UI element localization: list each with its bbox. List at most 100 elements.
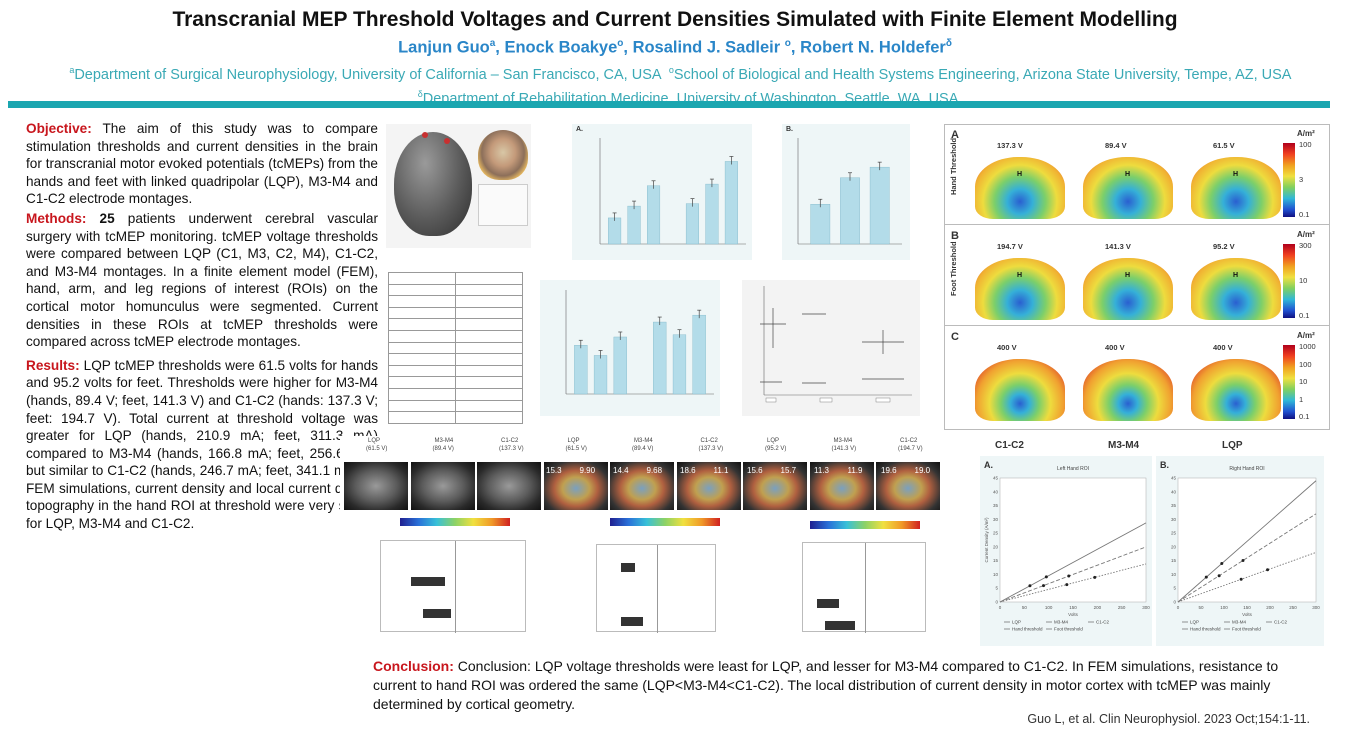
column-label: C1-C2 <box>995 440 1024 451</box>
table-cell <box>388 353 456 366</box>
voltage-label: 400 V <box>997 343 1017 352</box>
unit-label: A/m² <box>1297 129 1315 138</box>
fem-brain-map <box>1083 359 1173 421</box>
roi-marker: H <box>1233 171 1239 178</box>
conclusion-text: Conclusion: LQP voltage thresholds were … <box>373 658 1279 712</box>
table-cell <box>455 364 523 378</box>
mri-slice <box>876 462 940 510</box>
montage-name: LQP <box>368 438 381 444</box>
hand-threshold-point <box>1239 577 1243 581</box>
left-column: Objective: The aim of this study was to … <box>26 120 378 535</box>
scatter-label-box <box>819 397 833 403</box>
bar <box>593 355 608 395</box>
voltage-label: 95.2 V <box>1213 242 1235 251</box>
methods-text: patients underwent cerebral vascular sur… <box>26 210 378 350</box>
roi-bar-panel <box>596 544 716 633</box>
author-name: Enock Boakye <box>504 38 618 57</box>
row-label: Foot Threshold <box>949 241 958 296</box>
montage-voltage: (137.3 V) <box>499 446 524 452</box>
table-row <box>388 272 523 285</box>
roi-bar <box>621 617 643 626</box>
table-row <box>388 341 523 355</box>
table-cell <box>455 411 523 424</box>
y-tick-label: 40 <box>993 489 999 494</box>
hand-threshold-point <box>1065 583 1069 587</box>
x-tick-label: 0 <box>1177 605 1180 610</box>
mri-slice <box>477 462 541 510</box>
chart-title: Left Hand ROI <box>1057 466 1089 472</box>
mri-slice <box>610 462 674 510</box>
y-tick-label: 25 <box>993 531 999 536</box>
color-scale-bar <box>610 518 720 526</box>
table-cell <box>455 376 523 389</box>
bar <box>692 314 706 395</box>
series-line-c1-c2 <box>1177 551 1317 603</box>
mri-slice <box>543 462 608 510</box>
x-tick-label: 100 <box>1045 605 1053 610</box>
montage-voltage: (61.5 V) <box>565 446 587 452</box>
tissue-legend <box>478 184 528 226</box>
affil-mark: δ <box>417 88 423 99</box>
author-list: Lanjun Guoa, Enock Boakyeo, Rosalind J. … <box>398 38 952 57</box>
voltage-label: 141.3 V <box>1105 242 1131 251</box>
table-cell <box>455 295 523 308</box>
voltage-label: 137.3 V <box>997 141 1023 150</box>
series-line-lqp <box>1177 480 1317 603</box>
panel-letter: A. <box>576 126 583 133</box>
voltage-label: 89.4 V <box>1105 141 1127 150</box>
fem-brain-map <box>1191 359 1281 421</box>
left-hand-roi-chart: A. Left Hand ROI 0 5 10 15 20 25 30 35 40 45 0 50 100 1… <box>980 456 1152 646</box>
row-letter: A <box>951 129 959 141</box>
fem-brain-map <box>1083 258 1173 320</box>
y-tick-label: 35 <box>1171 503 1177 508</box>
table-row <box>388 387 523 401</box>
resistance-plot <box>797 138 902 245</box>
roi-marker: H <box>1017 272 1023 279</box>
x-tick-label: 200 <box>1094 605 1102 610</box>
voltage-threshold-plot <box>599 138 746 245</box>
tissue-slice-image <box>478 130 528 180</box>
objective-heading: Objective: <box>26 121 92 136</box>
y-tick-label: 0 <box>995 600 998 605</box>
author-name: Lanjun Guo <box>398 38 490 57</box>
bar <box>840 177 860 245</box>
hand-threshold-point <box>1204 575 1208 579</box>
fem-brain-map <box>1191 258 1281 320</box>
x-tick-label: 100 <box>1220 605 1228 610</box>
montage-voltage: (89.4 V) <box>632 446 654 452</box>
current-value: 15.7 <box>780 466 797 475</box>
roi-divider <box>455 541 456 633</box>
column-label: LQP <box>1222 440 1243 451</box>
table-row <box>388 283 523 297</box>
head-model-figure <box>386 124 531 252</box>
table-cell <box>455 329 523 343</box>
results-paragraph: Results: LQP tcMEP thresholds were 61.5 … <box>26 357 378 533</box>
bar <box>724 161 738 245</box>
panel-letter: B. <box>1160 460 1169 470</box>
table-row <box>388 364 523 378</box>
table-cell <box>388 306 456 320</box>
voltage-label: 194.7 V <box>997 242 1023 251</box>
bar <box>705 183 719 245</box>
foot-threshold-point <box>1044 575 1048 579</box>
mri-slice <box>410 462 475 510</box>
fem-row: B Foot Threshold 194.7 V H 141.3 V H 95.2 V H A/… <box>945 226 1329 326</box>
montage-voltage: (141.3 V) <box>831 446 857 452</box>
hand-threshold-point <box>1217 574 1221 578</box>
series-line-m3-m4 <box>999 546 1147 603</box>
table-cell <box>388 295 456 308</box>
table-row <box>388 376 523 389</box>
roi-bar-panel <box>802 542 926 633</box>
scale-tick-label: 300 <box>1299 241 1312 250</box>
roi-marker: H <box>1017 171 1023 178</box>
table-row <box>388 306 523 320</box>
montage-voltage: (89.4 V) <box>432 446 454 452</box>
y-tick-label: 15 <box>993 558 999 563</box>
montage-voltage: (194.7 V) <box>898 446 923 452</box>
table-cell <box>388 399 456 413</box>
bar <box>574 345 588 395</box>
y-tick-label: 35 <box>993 503 999 508</box>
voltage-label: 61.5 V <box>1213 141 1235 150</box>
header-divider <box>8 101 1330 108</box>
roi-bar <box>621 563 635 572</box>
